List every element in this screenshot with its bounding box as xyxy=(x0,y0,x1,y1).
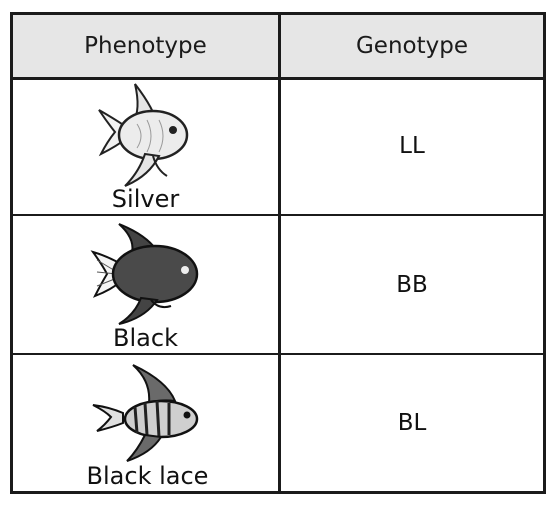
phenotype-label-black: Black xyxy=(113,324,178,352)
phenotype-label-silver: Silver xyxy=(111,185,180,213)
column-divider xyxy=(278,15,281,491)
black-lace-angelfish-icon xyxy=(89,361,204,465)
genotype-bb: BB xyxy=(396,272,428,298)
genotype-bl: BL xyxy=(397,410,427,436)
row-divider xyxy=(13,353,543,355)
genotype-ll: LL xyxy=(399,133,425,159)
row-divider xyxy=(13,214,543,216)
silver-angelfish-icon xyxy=(95,80,195,190)
header-phenotype: Phenotype xyxy=(84,33,207,59)
black-angelfish-icon xyxy=(89,220,204,328)
phenotype-label-black-lace: Black lace xyxy=(86,462,209,490)
header-genotype: Genotype xyxy=(355,33,468,59)
phenotype-genotype-table: Phenotype Genotype Silver LL Black BB xyxy=(10,12,546,494)
